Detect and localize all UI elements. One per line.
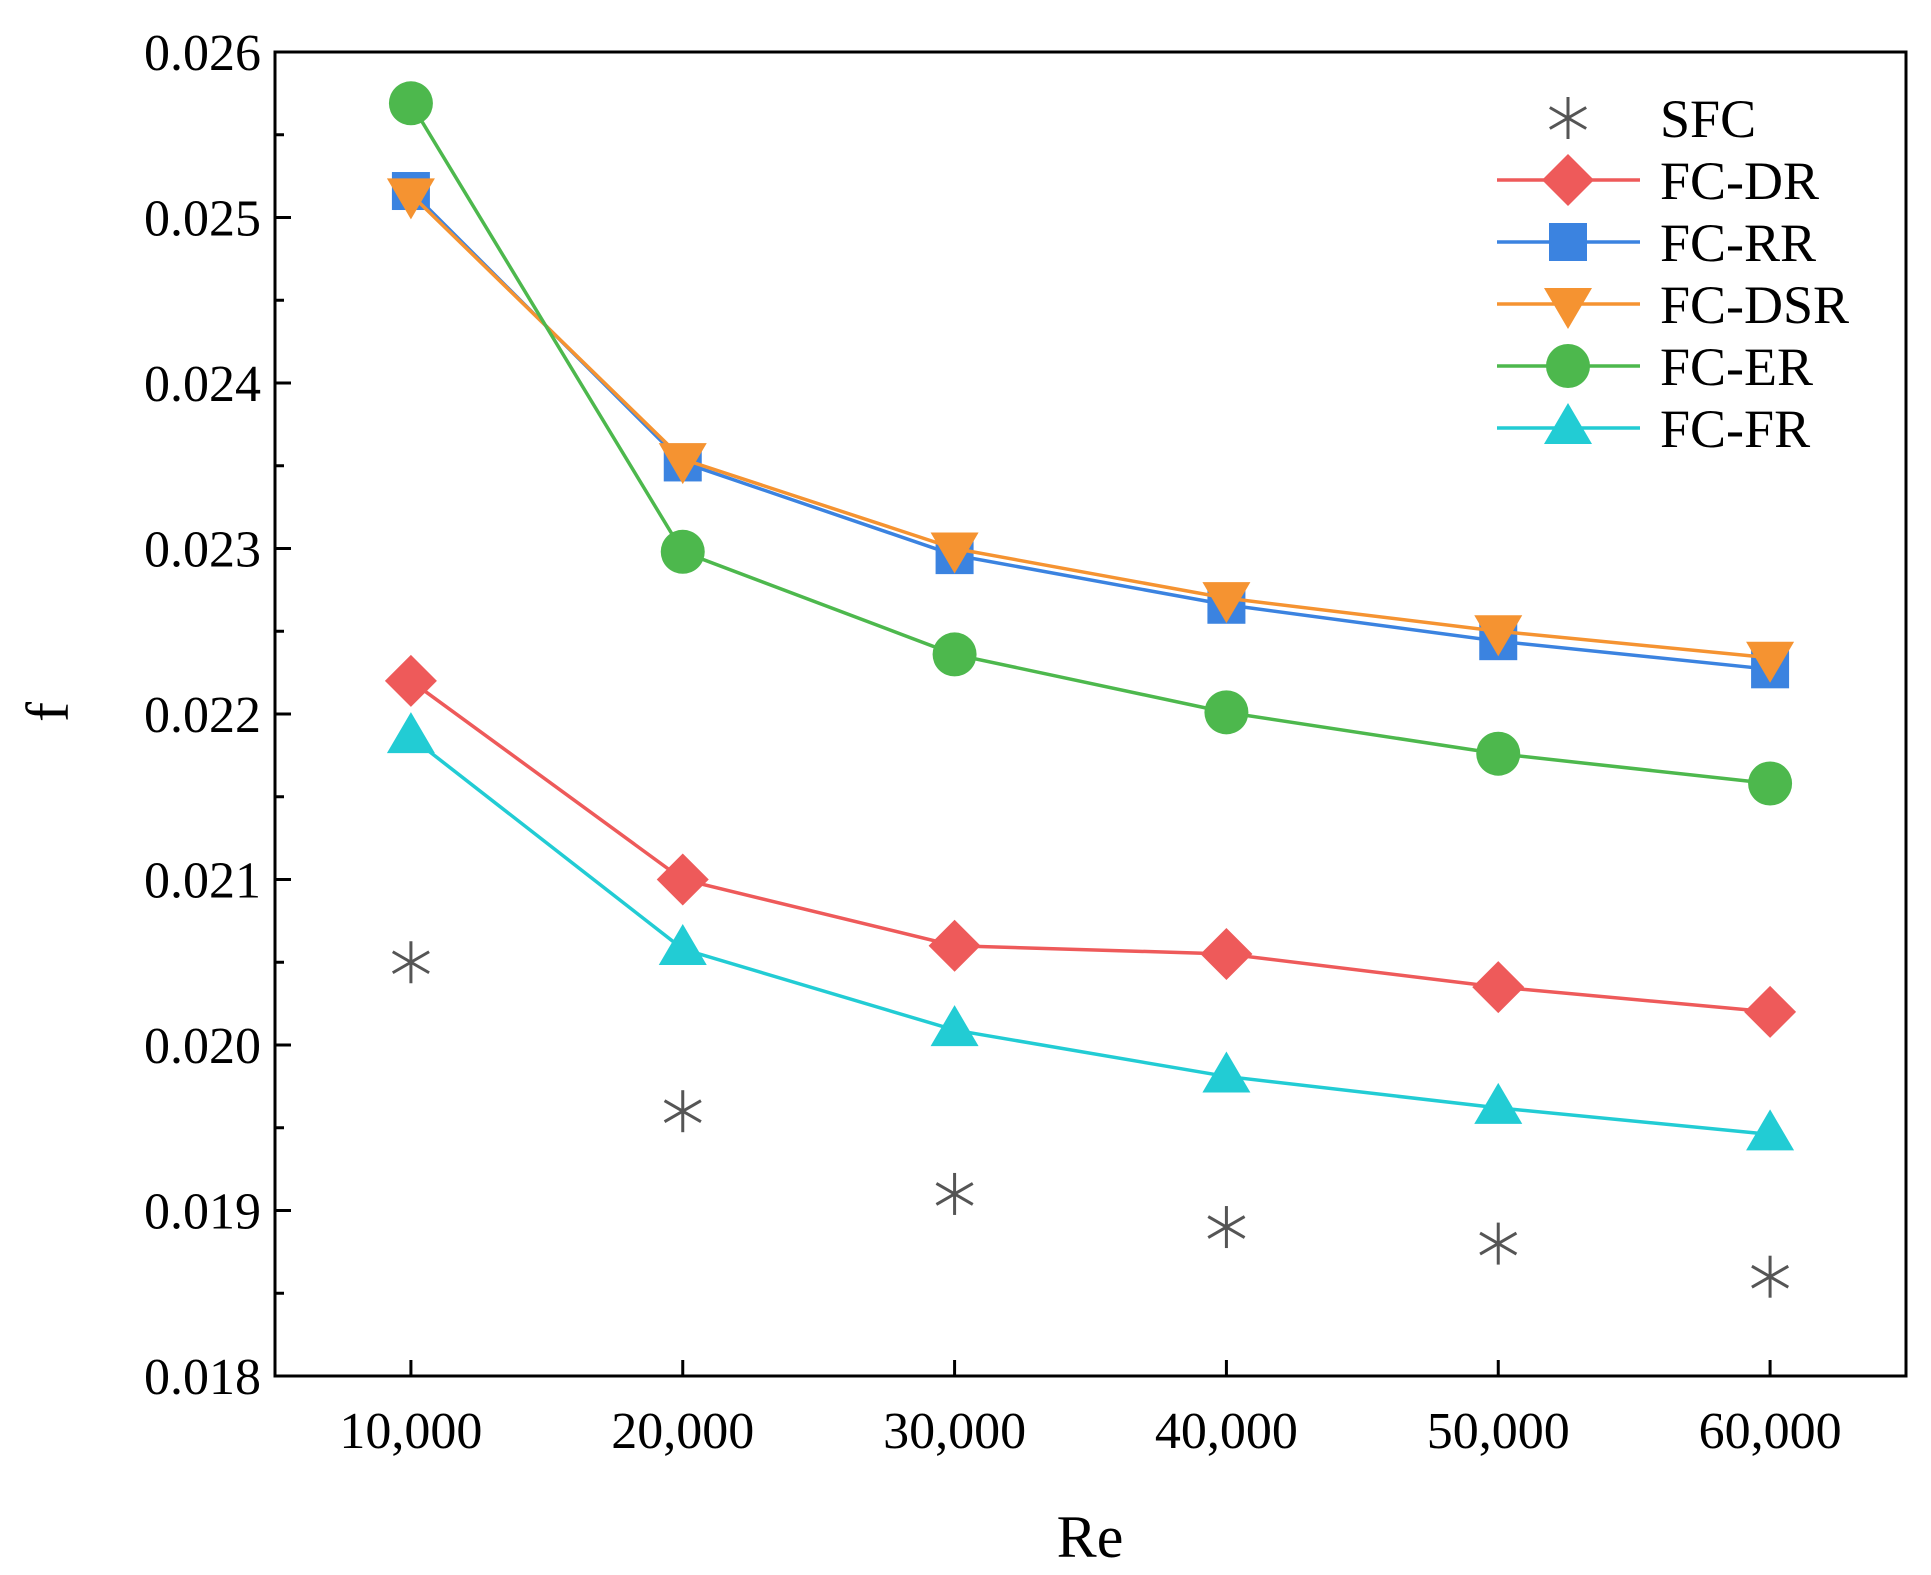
data-point <box>932 632 977 677</box>
series-layer <box>384 81 1797 1298</box>
data-point <box>1744 985 1797 1038</box>
data-point <box>935 1172 974 1215</box>
legend-entry: SFC <box>1549 89 1756 149</box>
legend-entry: FC-RR <box>1497 213 1816 273</box>
legend-label: FC-ER <box>1660 337 1813 397</box>
legend-entry: FC-DSR <box>1497 275 1849 335</box>
legend-marker <box>1549 223 1587 261</box>
data-point <box>656 853 709 906</box>
series-fc-fr <box>386 712 1795 1151</box>
data-point <box>388 81 433 126</box>
data-point <box>1476 731 1521 776</box>
y-axis-label: f <box>15 702 81 722</box>
data-point <box>1202 582 1251 624</box>
y-tick-label: 0.024 <box>144 356 261 413</box>
data-point <box>1474 1082 1523 1124</box>
y-tick-label: 0.021 <box>144 853 261 910</box>
x-axis-label: Re <box>1057 1504 1124 1570</box>
data-point <box>1204 690 1249 735</box>
legend-label: SFC <box>1660 89 1756 149</box>
series-fc-dr <box>384 654 1797 1038</box>
data-point <box>660 529 705 574</box>
x-tick-label: 20,000 <box>611 1403 754 1460</box>
data-point <box>1474 615 1523 657</box>
y-tick-label: 0.023 <box>144 522 261 579</box>
y-tick-label: 0.025 <box>144 191 261 248</box>
data-point <box>1748 761 1793 806</box>
legend-entry: FC-ER <box>1497 337 1813 397</box>
data-point <box>1751 1255 1790 1298</box>
y-axis-ticks: 0.018 0.019 0.020 0.021 0.022 0.023 0.024 0.025… <box>144 25 291 1406</box>
legend-label: FC-DSR <box>1660 275 1849 335</box>
series-line <box>409 193 1771 660</box>
x-tick-label: 40,000 <box>1155 1403 1298 1460</box>
data-point <box>1746 1109 1795 1151</box>
data-point <box>663 1090 702 1133</box>
legend-entry: FC-FR <box>1497 399 1810 459</box>
y-tick-label: 0.022 <box>144 687 261 744</box>
series-line <box>409 735 1771 1137</box>
data-point <box>1479 1222 1518 1265</box>
y-tick-label: 0.020 <box>144 1018 261 1075</box>
legend-marker <box>1544 403 1592 444</box>
data-point <box>658 924 707 966</box>
y-tick-label: 0.019 <box>144 1184 261 1241</box>
data-point <box>1472 961 1525 1014</box>
data-point <box>930 1005 979 1047</box>
legend-marker <box>1549 97 1587 139</box>
data-point <box>384 654 437 707</box>
x-axis-ticks: 10,000 20,000 30,000 40,000 50,000 60,000 <box>339 1360 1842 1460</box>
data-point <box>930 532 979 574</box>
legend-label: FC-FR <box>1660 399 1810 459</box>
series-line <box>409 102 1771 786</box>
x-tick-label: 10,000 <box>339 1403 482 1460</box>
y-tick-label: 0.018 <box>144 1349 261 1406</box>
x-tick-label: 30,000 <box>883 1403 1026 1460</box>
legend-marker <box>1544 288 1592 329</box>
series-sfc <box>391 941 1790 1298</box>
legend-label: FC-RR <box>1660 213 1816 273</box>
series-fc-er <box>388 81 1793 806</box>
series-fc-dsr <box>386 178 1795 683</box>
y-tick-label: 0.026 <box>144 25 261 82</box>
data-point <box>391 941 430 984</box>
series-line <box>409 679 1771 1014</box>
data-point <box>1207 1206 1246 1249</box>
data-point <box>386 178 435 220</box>
legend-marker <box>1542 154 1594 206</box>
data-point <box>1202 1051 1251 1093</box>
data-point <box>386 712 435 754</box>
data-point <box>1200 927 1253 980</box>
data-point <box>928 919 981 972</box>
plot-area-frame <box>273 50 1908 1378</box>
x-tick-label: 60,000 <box>1699 1403 1842 1460</box>
legend-entry: FC-DR <box>1497 151 1819 211</box>
legend-label: FC-DR <box>1660 151 1819 211</box>
x-tick-label: 50,000 <box>1427 1403 1570 1460</box>
data-point <box>658 443 707 485</box>
data-point <box>1746 641 1795 683</box>
legend-marker <box>1546 344 1590 388</box>
